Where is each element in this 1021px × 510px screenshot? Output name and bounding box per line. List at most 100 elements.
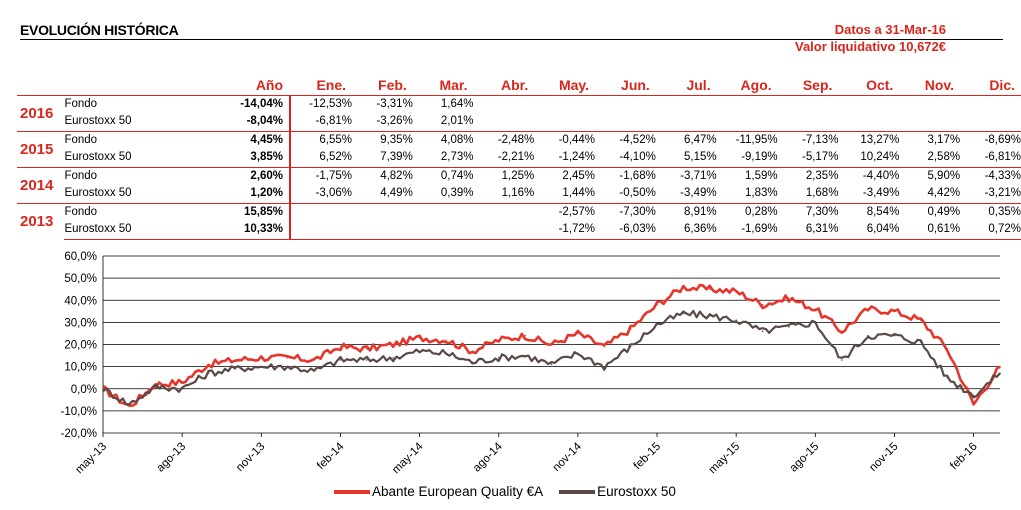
monthly-return: -1,75% [290, 166, 353, 185]
returns-table: Año Ene. Feb. Mar. Abr. May. Jun. Jul. Ago. Sep. O… [17, 77, 1021, 240]
annual-return: 4,45% [191, 130, 290, 149]
monthly-return: -7,30% [595, 202, 656, 221]
monthly-return: -1,68% [595, 166, 656, 185]
data-point [656, 303, 658, 306]
monthly-return: -0,44% [534, 130, 596, 149]
data-point [418, 337, 421, 339]
monthly-return: -2,48% [473, 130, 535, 149]
monthly-return: 1,25% [473, 166, 535, 185]
monthly-return: -4,52% [595, 130, 656, 149]
year-label: 2016 [17, 94, 65, 131]
y-tick-label: 0,0% [71, 384, 97, 396]
legend-swatch-fund [334, 489, 370, 494]
y-tick-label: -20,0% [61, 428, 97, 440]
data-point [234, 359, 236, 361]
monthly-return: -7,13% [777, 130, 839, 149]
monthly-return: 8,91% [655, 202, 717, 221]
legend-label-fund: Abante European Quality €A [372, 484, 544, 499]
column-header: May. [558, 77, 590, 94]
separator [289, 94, 291, 113]
data-point [128, 403, 131, 406]
table-row: 2016 Fondo -14,04% -12,53% -3,31% 1,64% [17, 94, 1021, 131]
column-header: Feb. [378, 77, 407, 94]
monthly-return: 0,72% [960, 221, 1021, 240]
data-point [761, 330, 764, 333]
monthly-return: 4,49% [352, 185, 413, 204]
data-point [893, 310, 896, 313]
column-header: Año [255, 77, 284, 94]
annual-return: 2,60% [191, 166, 290, 185]
monthly-return [352, 221, 413, 240]
data-point [181, 387, 183, 390]
table-row: 2014 Fondo 2,60% -1,75% 4,82% 0,74% 1,25% 2,45%… [17, 166, 1021, 203]
data-point [260, 356, 263, 359]
data-point [313, 359, 315, 361]
monthly-return: 6,55% [290, 130, 353, 149]
column-header: Jul. [686, 77, 711, 94]
column-header: Abr. [501, 77, 529, 94]
y-tick-label: 10,0% [64, 362, 97, 374]
data-point [366, 359, 368, 361]
x-tick-label: ago-13 [154, 441, 188, 475]
data-point [418, 350, 421, 352]
monthly-return: 0,39% [412, 185, 474, 204]
table-row: 2015 Fondo 4,45% 6,55% 9,35% 4,08% -2,48% -0,44… [17, 130, 1021, 167]
row-label: Fondo [64, 130, 192, 149]
x-tick-label: feb-16 [948, 441, 980, 473]
data-point [999, 372, 1001, 375]
x-tick-label: may-15 [707, 441, 743, 477]
monthly-return: 6,31% [777, 221, 839, 240]
monthly-return: -1,24% [534, 149, 596, 168]
year-label: 2013 [17, 202, 65, 239]
page-title: EVOLUCIÓN HISTÓRICA [20, 22, 179, 38]
data-point [735, 290, 737, 293]
separator [289, 221, 291, 240]
data-point [972, 394, 975, 397]
monthly-return: 6,36% [655, 221, 717, 240]
data-point [260, 365, 263, 368]
monthly-return: 1,59% [716, 166, 778, 185]
table-header-row: Año Ene. Feb. Mar. Abr. May. Jun. Jul. Ago. Sep. O… [17, 77, 1021, 95]
data-point [920, 319, 922, 321]
data-point [814, 321, 817, 324]
x-tick-label: may-14 [390, 440, 426, 476]
monthly-return [290, 221, 353, 240]
monthly-return [838, 94, 900, 113]
row-label: Eurostoxx 50 [64, 221, 192, 240]
data-point [867, 334, 869, 337]
data-point [814, 308, 817, 310]
legend-swatch-index [559, 489, 596, 494]
data-point [550, 343, 553, 346]
monthly-return: 5,90% [899, 166, 961, 185]
data-point [708, 314, 711, 317]
row-label: Fondo [64, 202, 192, 221]
monthly-return: -1,69% [716, 221, 778, 240]
monthly-return [290, 202, 353, 221]
row-label: Fondo [64, 94, 192, 113]
x-tick-label: nov-14 [551, 440, 585, 474]
data-point [682, 312, 685, 315]
data-point [682, 286, 685, 288]
monthly-return [473, 94, 535, 113]
monthly-return [473, 202, 535, 221]
data-point [603, 345, 606, 348]
year-label: 2015 [17, 130, 65, 167]
row-label: Fondo [64, 166, 192, 185]
nav-value: Valor liquidativo 10,672€ [794, 39, 946, 54]
series-line-index [102, 309, 1001, 406]
column-header: Mar. [439, 77, 468, 94]
data-point [920, 341, 922, 344]
table-row: 2013 Fondo 15,85% -2,57% -7,30% 8,91% 0,28% 7,3… [17, 202, 1021, 239]
data-point [471, 350, 474, 352]
monthly-return: 0,49% [899, 202, 961, 221]
separator [289, 130, 291, 149]
monthly-return: -1,72% [534, 221, 596, 240]
x-tick-label: ago-15 [788, 441, 822, 475]
data-date: Datos a 31-Mar-16 [834, 22, 946, 37]
column-header: Ago. [740, 77, 772, 94]
monthly-return: 0,61% [899, 221, 961, 240]
x-tick-label: feb-15 [632, 441, 664, 473]
monthly-return: -0,50% [595, 185, 656, 204]
data-point [392, 343, 395, 346]
